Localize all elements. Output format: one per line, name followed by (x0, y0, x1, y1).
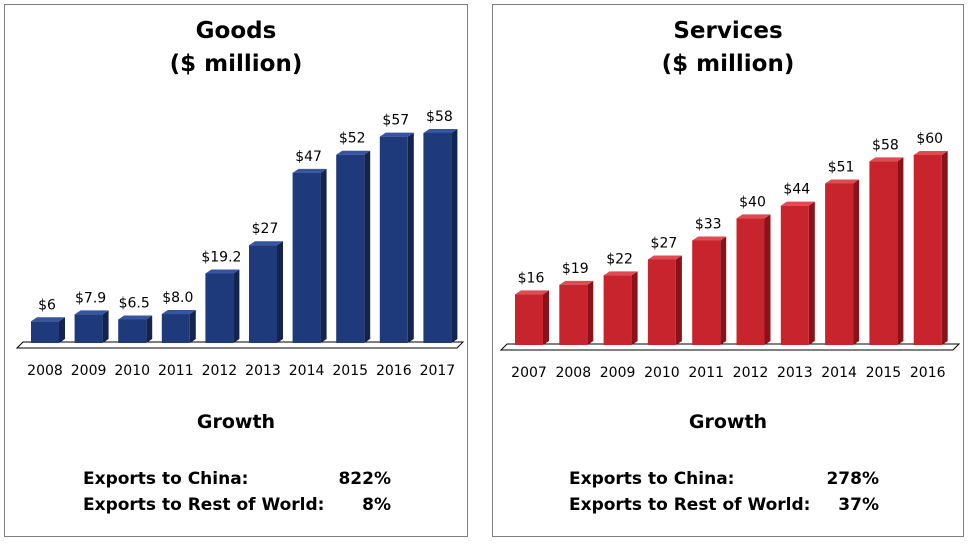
services-bar-2007 (515, 290, 549, 345)
goods-data-label: $8.0 (162, 290, 193, 306)
services-bar-2011 (692, 236, 727, 345)
services-bar-2016 (913, 151, 948, 345)
services-bar-2013 (780, 201, 815, 345)
goods-bar-2012 (205, 269, 240, 343)
services-bar-2012 (736, 214, 771, 345)
services-bar-2009 (603, 271, 638, 345)
goods-data-label: $52 (339, 131, 366, 147)
services-tick-label: 2011 (688, 365, 724, 381)
goods-data-label: $6 (38, 297, 56, 313)
goods-bar-2011 (161, 310, 196, 343)
goods-data-label: $27 (252, 221, 279, 237)
goods-bar-2009 (74, 310, 109, 343)
services-tick-label: 2015 (866, 365, 902, 381)
services-tick-label: 2012 (733, 365, 769, 381)
goods-unit: ($ million) (169, 51, 303, 77)
services-data-label: $44 (783, 182, 810, 198)
goods-tick-label: 2010 (114, 363, 150, 379)
goods-chart-floor (15, 341, 465, 349)
goods-bar-2008 (31, 317, 65, 343)
goods-panel: Goods ($ million) $6 2008 $7.9 2009 $6.5 2010… (4, 4, 468, 537)
services-bar-2014 (825, 179, 860, 345)
services-bar-chart: $16 2007 $19 2008 $22 2009 $27 2010 $33 2011 $40 20… (499, 131, 961, 381)
services-bar-2010 (647, 255, 682, 345)
services-growth-china-value: 278% (826, 469, 879, 489)
goods-data-label: $58 (426, 109, 453, 125)
goods-bar-2015 (336, 150, 371, 343)
services-data-label: $58 (872, 137, 899, 153)
goods-tick-label: 2016 (376, 363, 412, 379)
goods-growth-china-value: 822% (338, 469, 391, 489)
services-growth-row-value: 37% (838, 495, 879, 515)
goods-bar-2016 (379, 132, 414, 343)
services-data-label: $60 (916, 131, 943, 147)
goods-bar-2014 (292, 168, 327, 343)
goods-bar-2013 (249, 241, 283, 343)
services-panel: Services ($ million) $16 2007 $19 2008 $22 20… (492, 4, 964, 537)
goods-growth-row-value: 8% (362, 495, 391, 515)
services-tick-label: 2010 (644, 365, 680, 381)
services-data-label: $27 (651, 236, 678, 252)
goods-tick-label: 2017 (420, 363, 456, 379)
services-data-label: $33 (695, 217, 722, 233)
services-tick-label: 2009 (600, 365, 636, 381)
services-bar-2015 (869, 157, 904, 345)
services-bar-2008 (559, 280, 594, 345)
services-growth-china-label: Exports to China: (569, 469, 735, 489)
goods-tick-label: 2009 (71, 363, 107, 379)
goods-data-label: $47 (295, 149, 322, 165)
goods-bar-2010 (118, 315, 153, 343)
goods-data-label: $6.5 (119, 295, 150, 311)
services-tick-label: 2014 (821, 365, 857, 381)
goods-tick-label: 2008 (27, 363, 63, 379)
goods-bar-chart: $6 2008 $7.9 2009 $6.5 2010 $8.0 2011 $19.2 2012 $… (15, 109, 465, 379)
goods-bar-2017 (423, 129, 458, 343)
services-title: Services (673, 18, 783, 44)
goods-title: Goods (195, 18, 277, 44)
services-growth-heading: Growth (688, 411, 768, 433)
services-data-label: $19 (562, 261, 589, 277)
goods-tick-label: 2012 (202, 363, 238, 379)
services-data-label: $40 (739, 194, 766, 210)
goods-data-label: $19.2 (201, 249, 241, 265)
goods-growth-row-label: Exports to Rest of World: (83, 495, 325, 515)
services-growth-row-label: Exports to Rest of World: (569, 495, 811, 515)
goods-tick-label: 2015 (332, 363, 368, 379)
services-tick-label: 2007 (511, 365, 547, 381)
services-data-label: $22 (606, 251, 633, 267)
services-unit: ($ million) (661, 51, 795, 77)
services-data-label: $51 (828, 160, 855, 176)
goods-growth-heading: Growth (196, 411, 276, 433)
services-chart-floor (499, 343, 961, 351)
goods-tick-label: 2013 (245, 363, 281, 379)
goods-growth-china-label: Exports to China: (83, 469, 249, 489)
goods-tick-label: 2014 (289, 363, 325, 379)
services-data-label: $16 (518, 270, 545, 286)
services-tick-label: 2016 (910, 365, 946, 381)
goods-tick-label: 2011 (158, 363, 194, 379)
goods-data-label: $7.9 (75, 290, 106, 306)
services-tick-label: 2008 (555, 365, 591, 381)
goods-data-label: $57 (382, 113, 409, 129)
services-tick-label: 2013 (777, 365, 813, 381)
